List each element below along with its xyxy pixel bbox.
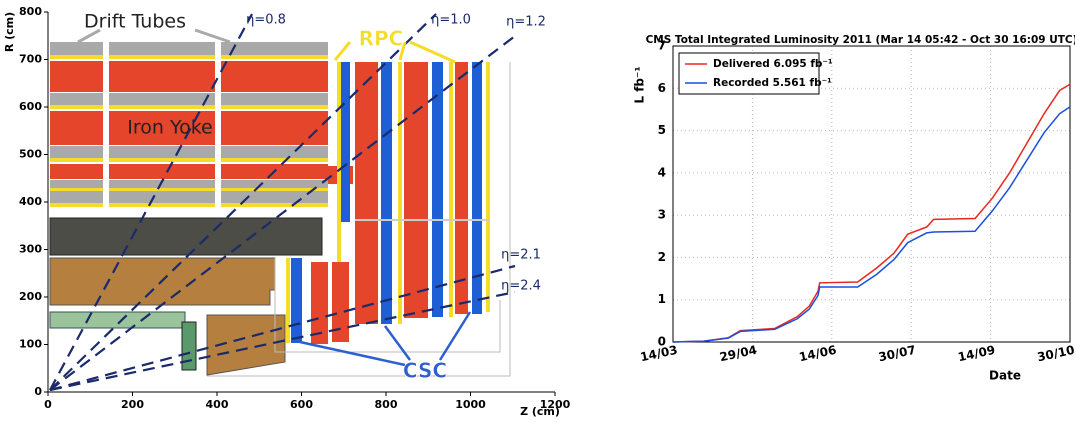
hcal-endcap — [206, 314, 286, 376]
y-tick-label: 300 — [19, 243, 42, 256]
x-tick-label: 30/10 — [1036, 343, 1075, 365]
csc-callouts — [299, 311, 472, 367]
y-tick-label: 100 — [19, 338, 42, 351]
x-axis-label: Z (cm) — [520, 405, 560, 418]
x-tick-label: 800 — [375, 398, 398, 411]
x-tick-label: 400 — [206, 398, 229, 411]
x-tick-label: 600 — [290, 398, 313, 411]
eta-lines — [49, 13, 516, 392]
y-tick-label: 500 — [19, 148, 42, 161]
annotation: η=2.1 — [501, 248, 541, 263]
detector-layout — [49, 13, 516, 392]
annotation: η=1.2 — [506, 15, 546, 30]
x-tick-label: 14/06 — [798, 343, 838, 365]
y-tick-label: 700 — [19, 53, 42, 66]
y-tick-label: 7 — [658, 39, 666, 53]
line-series — [672, 83, 1071, 343]
annotation: CSC — [403, 359, 447, 383]
y-axis-label: R (cm) — [3, 12, 16, 52]
hcal — [49, 217, 323, 256]
iron-yoke — [50, 61, 353, 184]
endcap-stations — [286, 62, 490, 344]
y-tick-label: 2 — [658, 250, 666, 264]
y-tick-label: 0 — [34, 385, 42, 398]
annotation: RPC — [359, 27, 404, 51]
chart-title: CMS Total Integrated Luminosity 2011 (Ma… — [646, 34, 1075, 46]
y-tick-label: 3 — [658, 208, 666, 222]
plot-frame — [672, 45, 1071, 343]
y-tick-label: 4 — [658, 165, 666, 179]
annotation: η=0.8 — [246, 13, 286, 28]
y-tick-label: 1 — [658, 292, 666, 306]
outline — [207, 62, 511, 377]
rpc-callouts — [333, 40, 456, 64]
y-tick-label: 6 — [658, 81, 666, 95]
x-tick-label: 14/09 — [957, 343, 997, 365]
annotation: η=2.4 — [501, 279, 541, 294]
ecal-endcap — [181, 321, 197, 371]
x-tick-label: 30/07 — [877, 343, 917, 365]
line-series — [672, 106, 1071, 343]
x-tick-label: 14/03 — [639, 343, 679, 365]
annotation: η=1.0 — [431, 13, 471, 28]
y-tick-label: 400 — [19, 195, 42, 208]
drift-tubes — [50, 42, 328, 203]
y-tick-label: 600 — [19, 100, 42, 113]
x-tick-label: 0 — [44, 398, 52, 411]
x-tick-label: 200 — [121, 398, 144, 411]
y-axis-label: L fb⁻¹ — [633, 66, 647, 103]
y-tick-label: 200 — [19, 290, 42, 303]
callouts — [77, 28, 231, 44]
legend-box — [678, 52, 820, 95]
annotation: Drift Tubes — [84, 11, 186, 33]
wheel-gaps — [103, 40, 221, 210]
x-tick-label: 1200 — [540, 398, 571, 411]
x-tick-label: 29/04 — [718, 343, 758, 365]
y-tick-label: 0 — [658, 335, 666, 349]
x-tick-label: 1000 — [455, 398, 486, 411]
x-axis-label: Date — [989, 369, 1021, 383]
y-tick-label: 800 — [19, 5, 42, 18]
rpc-barrel — [50, 55, 328, 207]
legend-label: Recorded 5.561 fb⁻¹ — [713, 77, 832, 89]
legend-label: Delivered 6.095 fb⁻¹ — [713, 58, 833, 70]
tracker — [49, 311, 186, 329]
annotation: Iron Yoke — [127, 117, 212, 139]
y-tick-label: 5 — [658, 123, 666, 137]
